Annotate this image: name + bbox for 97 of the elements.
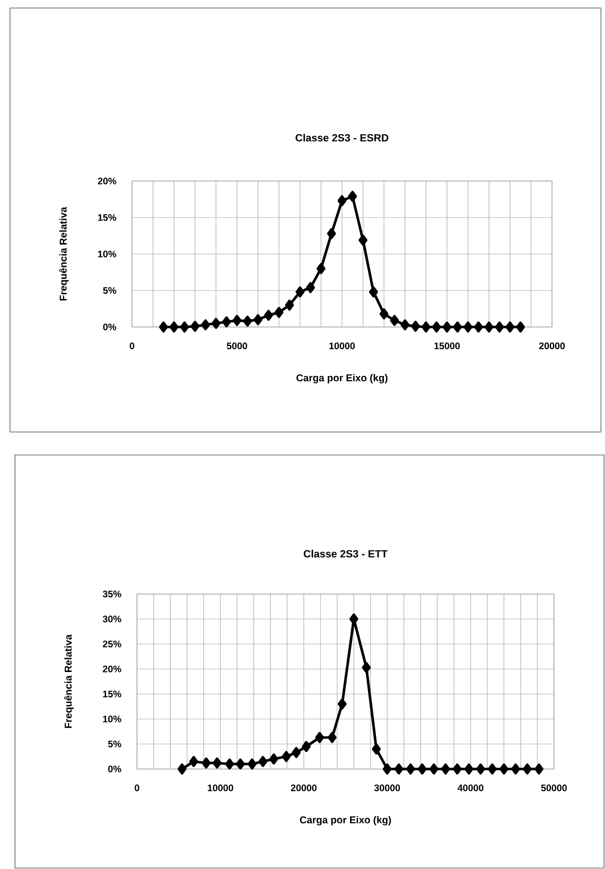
x-tick-label: 15000	[434, 342, 460, 350]
point	[348, 190, 357, 202]
x-axis-title: Carga por Eixo (kg)	[296, 374, 388, 384]
chart-title: Classe 2S3 - ESRD	[296, 134, 388, 142]
point	[190, 320, 200, 332]
y-tick-label: 15%	[98, 214, 116, 221]
point	[202, 757, 211, 768]
point	[327, 228, 336, 240]
point	[380, 308, 388, 320]
y-axis-title: Frequência Relativa	[59, 206, 69, 300]
point	[495, 321, 504, 332]
point	[178, 763, 186, 774]
point	[476, 763, 486, 774]
point	[453, 321, 462, 332]
point	[369, 286, 378, 298]
point	[452, 763, 462, 774]
x-axis-title: Carga por Eixo (kg)	[300, 816, 391, 826]
point	[464, 321, 472, 332]
point	[406, 763, 415, 774]
x-tick-label: 30000	[374, 784, 400, 792]
y-tick-label: 25%	[102, 640, 122, 648]
point	[382, 763, 392, 774]
point	[296, 286, 304, 298]
y-tick-label: 0%	[108, 766, 122, 772]
y-tick-label: 20%	[102, 666, 122, 672]
point	[316, 263, 326, 274]
y-tick-label: 15%	[103, 690, 122, 698]
point	[225, 758, 234, 770]
x-tick-label: 40000	[458, 784, 484, 792]
x-tick-label: 20000	[290, 784, 317, 792]
point	[441, 763, 450, 774]
point	[432, 321, 441, 332]
point	[464, 763, 474, 774]
x-tick-label: 0	[130, 342, 134, 350]
point	[315, 732, 324, 743]
point	[302, 740, 311, 752]
y-tick-label: 0%	[103, 324, 116, 330]
point	[442, 321, 452, 332]
point	[338, 698, 347, 710]
point	[358, 234, 368, 246]
point	[282, 750, 291, 762]
x-tick-label: 0	[134, 784, 140, 792]
point	[411, 320, 420, 332]
point	[522, 763, 532, 774]
x-tick-label: 10000	[208, 784, 234, 792]
point	[274, 306, 284, 318]
x-tick-label: 5000	[226, 342, 248, 350]
point	[264, 310, 273, 321]
point	[189, 756, 198, 767]
point	[254, 314, 262, 326]
point	[212, 318, 220, 329]
point	[269, 753, 278, 764]
y-tick-label: 10%	[98, 250, 116, 258]
point	[429, 763, 438, 774]
point	[236, 758, 245, 770]
point	[201, 319, 210, 330]
y-tick-label: 20%	[98, 178, 116, 184]
y-tick-label: 35%	[102, 590, 122, 598]
point	[180, 321, 189, 332]
point	[328, 732, 337, 743]
point	[212, 757, 222, 768]
x-tick-label: 50000	[541, 784, 567, 792]
point	[488, 763, 497, 774]
point	[422, 321, 430, 332]
point	[222, 316, 231, 328]
point	[500, 763, 508, 774]
point	[484, 321, 494, 332]
point	[511, 763, 520, 774]
point	[418, 763, 427, 774]
point	[390, 314, 399, 326]
y-tick-label: 30%	[102, 616, 122, 622]
point	[338, 195, 346, 206]
point	[534, 763, 544, 774]
point	[394, 763, 404, 774]
point	[159, 321, 168, 332]
point	[400, 319, 410, 330]
point	[258, 756, 268, 767]
point	[516, 321, 525, 332]
chart-title: Classe 2S3 - ETT	[304, 550, 388, 558]
point	[362, 662, 371, 673]
point	[243, 316, 252, 327]
point	[349, 613, 358, 624]
y-axis-title: Frequência Relativa	[64, 634, 74, 728]
point	[285, 300, 294, 311]
y-tick-label: 5%	[103, 287, 116, 294]
point	[232, 314, 242, 326]
y-tick-label: 10%	[103, 716, 122, 722]
point	[474, 321, 483, 332]
point	[372, 743, 381, 754]
y-tick-label: 5%	[108, 740, 122, 748]
x-tick-label: 20000	[539, 342, 565, 350]
x-tick-label: 10000	[329, 342, 355, 350]
point	[306, 282, 315, 294]
point	[292, 746, 301, 758]
point	[506, 321, 514, 332]
point	[248, 758, 257, 770]
point	[170, 321, 178, 332]
